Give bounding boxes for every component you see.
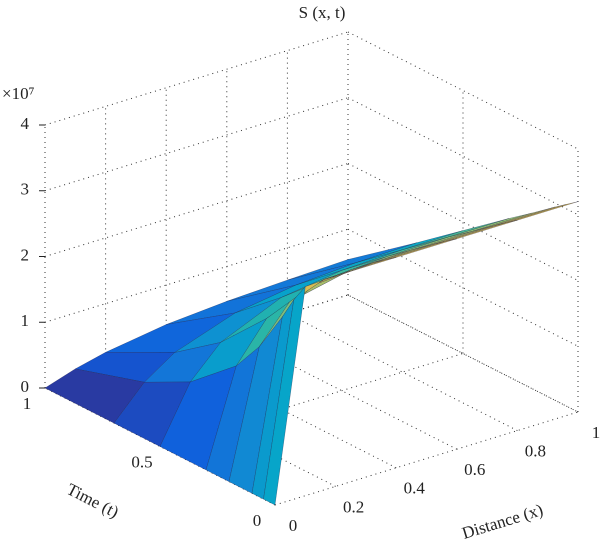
z-tick-label: 2 bbox=[21, 245, 30, 264]
surface-patch bbox=[287, 242, 418, 281]
z-tick-label: 1 bbox=[21, 311, 30, 330]
y-tick-label: 1 bbox=[23, 394, 32, 413]
grid-line bbox=[347, 228, 579, 347]
z-tick-label: 0 bbox=[21, 377, 30, 396]
grid-line bbox=[347, 294, 579, 413]
x-tick-label: 0.6 bbox=[464, 460, 485, 479]
x-tick-label: 0.4 bbox=[404, 479, 426, 498]
surface-patch bbox=[263, 285, 306, 506]
y-tick-label: 0 bbox=[253, 511, 262, 530]
y-tick-label: 0.5 bbox=[131, 452, 152, 471]
surface-patch bbox=[505, 201, 579, 224]
z-multiplier: ×10⁷ bbox=[2, 84, 35, 103]
chart-title: S (x, t) bbox=[299, 3, 346, 22]
grid-line bbox=[44, 163, 349, 257]
y-axis-label: Time (t) bbox=[64, 479, 122, 521]
x-tick-label: 1 bbox=[592, 423, 600, 442]
grid-line bbox=[347, 163, 579, 281]
grid-line bbox=[44, 31, 349, 126]
z-tick-label: 3 bbox=[21, 180, 30, 199]
grid-line bbox=[347, 31, 579, 150]
grid-line bbox=[44, 97, 349, 192]
x-tick-label: 0 bbox=[289, 516, 298, 535]
grid-line bbox=[347, 294, 579, 413]
z-tick-label: 4 bbox=[21, 114, 30, 133]
x-axis-label: Distance (x) bbox=[460, 500, 545, 543]
surface-patch bbox=[448, 212, 533, 238]
x-tick-label: 0.2 bbox=[343, 497, 364, 516]
x-tick-label: 0.8 bbox=[525, 442, 546, 461]
surface-patch bbox=[356, 230, 464, 263]
grid-line bbox=[287, 313, 518, 432]
surface-patch bbox=[445, 220, 518, 242]
grid-line bbox=[347, 97, 579, 216]
